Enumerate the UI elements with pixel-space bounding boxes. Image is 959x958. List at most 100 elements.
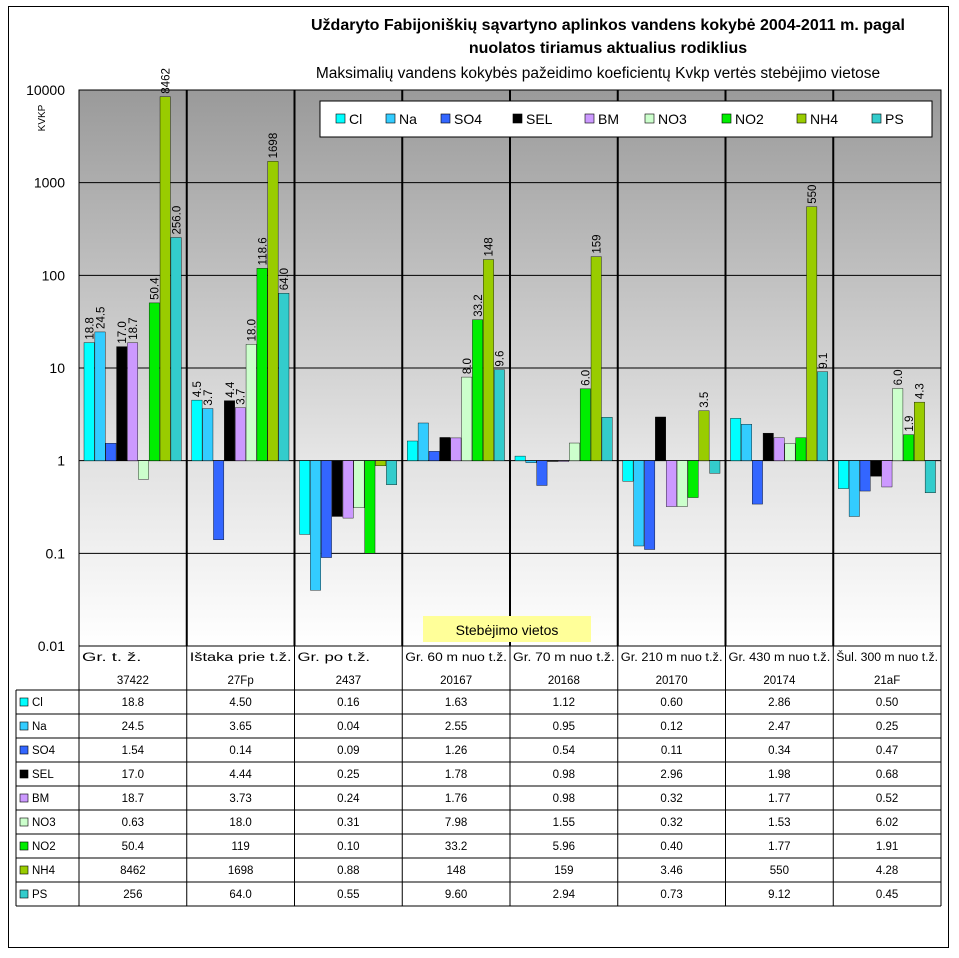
data-label: 3.7 — [203, 390, 215, 406]
table-legend-swatch — [19, 745, 29, 755]
table-cell: 0.14 — [229, 745, 252, 757]
chart-subtitle: Maksimalių vandens kokybės pažeidimo koe… — [316, 65, 880, 82]
bar-no2 — [256, 268, 268, 461]
bar-na — [525, 460, 537, 463]
legend-swatch-bm — [584, 113, 595, 124]
bar-no3 — [676, 460, 688, 507]
bar-cl — [730, 418, 742, 461]
table-site-code: 2437 — [336, 675, 362, 687]
bar-na — [848, 460, 860, 517]
data-label: 9.6 — [495, 351, 507, 367]
data-label: 1.9 — [904, 416, 916, 432]
table-cell: 0.63 — [122, 817, 144, 829]
bar-no3 — [138, 460, 149, 480]
x-axis-title: Stebėjimo vietos — [456, 622, 559, 638]
y-tick-label: 0.1 — [46, 545, 66, 561]
table-cell: 2.47 — [768, 721, 790, 733]
bar-ps — [278, 293, 290, 461]
bar-sel — [331, 460, 343, 517]
bar-no2 — [795, 437, 807, 461]
bar-na — [741, 424, 752, 461]
bar-no2 — [687, 460, 699, 498]
bar-ps — [924, 460, 936, 494]
table-site-code: 27Fp — [228, 675, 254, 687]
table-cell: 4.50 — [229, 697, 251, 709]
bar-na — [202, 408, 214, 461]
table-cell: 1.53 — [768, 817, 790, 829]
table-row-name: BM — [32, 793, 49, 805]
table-cell: 9.12 — [768, 889, 790, 901]
data-label: 64.0 — [279, 268, 291, 290]
legend-swatch-cl — [335, 113, 346, 124]
bar-bm — [234, 407, 246, 461]
bar-cl — [83, 342, 95, 461]
table-legend-swatch — [19, 865, 29, 875]
bar-na — [94, 331, 106, 461]
data-label: 148 — [484, 237, 496, 256]
bar-so4 — [752, 460, 763, 505]
bar-sel — [762, 432, 774, 461]
table-site-code: 37422 — [117, 675, 149, 687]
legend-label-nh4: NH4 — [810, 111, 838, 127]
legend-swatch-no2 — [721, 113, 732, 124]
table-cell: 1.78 — [445, 769, 467, 781]
bar-no3 — [892, 388, 904, 461]
legend-swatch-ps — [871, 113, 882, 124]
y-tick-label: 10000 — [26, 82, 65, 98]
data-label: 6.0 — [893, 369, 905, 385]
data-label: 256.0 — [171, 206, 183, 235]
data-label: 9.1 — [818, 353, 830, 369]
table-cell: 0.09 — [337, 745, 359, 757]
bar-sel — [439, 437, 451, 461]
table-legend-swatch — [19, 817, 29, 827]
table-row-name: NH4 — [32, 865, 56, 877]
table-cell: 1.77 — [768, 841, 790, 853]
bar-no2 — [903, 434, 914, 461]
bar-no2 — [579, 388, 591, 461]
table-cell: 0.34 — [768, 745, 791, 757]
bar-cl — [514, 455, 526, 461]
table-cell: 0.32 — [660, 817, 682, 829]
bar-nh4 — [159, 96, 171, 461]
data-label: 159 — [591, 234, 603, 253]
table-cell: 0.50 — [876, 697, 898, 709]
legend-box — [319, 100, 933, 138]
bar-no2 — [364, 460, 376, 554]
data-label: 17.0 — [117, 321, 129, 343]
legend-label-na: Na — [399, 111, 417, 127]
table-cell: 24.5 — [122, 721, 144, 733]
bar-nh4 — [914, 401, 925, 461]
table-row-name: SO4 — [32, 745, 56, 757]
table-cell: 0.60 — [660, 697, 682, 709]
table-site-code: 20170 — [656, 675, 688, 687]
data-label: 8.0 — [462, 358, 474, 374]
table-cell: 50.4 — [122, 841, 145, 853]
table-cell: 0.68 — [876, 769, 898, 781]
legend-label-so4: SO4 — [454, 111, 482, 127]
legend-swatch-so4 — [440, 113, 451, 124]
table-cell: 1.76 — [445, 793, 467, 805]
table-legend-swatch — [19, 841, 29, 851]
table-cell: 0.54 — [553, 745, 576, 757]
table-category-label: Šul. 300 m nuo t.ž. — [836, 651, 938, 664]
legend-label-cl: Cl — [349, 111, 362, 127]
table-site-code: 21aF — [874, 675, 900, 687]
y-tick-label: 0.01 — [38, 638, 65, 654]
bar-no2 — [472, 319, 483, 461]
table-cell: 0.12 — [660, 721, 682, 733]
table-cell: 0.52 — [876, 793, 898, 805]
bar-na — [633, 460, 645, 547]
table-cell: 17.0 — [122, 769, 144, 781]
table-cell: 0.45 — [876, 889, 898, 901]
bar-bm — [127, 342, 139, 461]
data-label: 50.4 — [150, 277, 162, 300]
table-cell: 18.8 — [122, 697, 144, 709]
legend-swatch-na — [385, 113, 396, 124]
table-cell: 1.63 — [445, 697, 467, 709]
table-category-label: Gr. 70 m nuo t.ž. — [513, 652, 615, 664]
table-category-label: Ištaka prie t.ž. — [190, 652, 292, 664]
bar-cl — [407, 440, 418, 461]
table-site-code: 20168 — [548, 675, 580, 687]
bar-sel — [655, 416, 666, 461]
